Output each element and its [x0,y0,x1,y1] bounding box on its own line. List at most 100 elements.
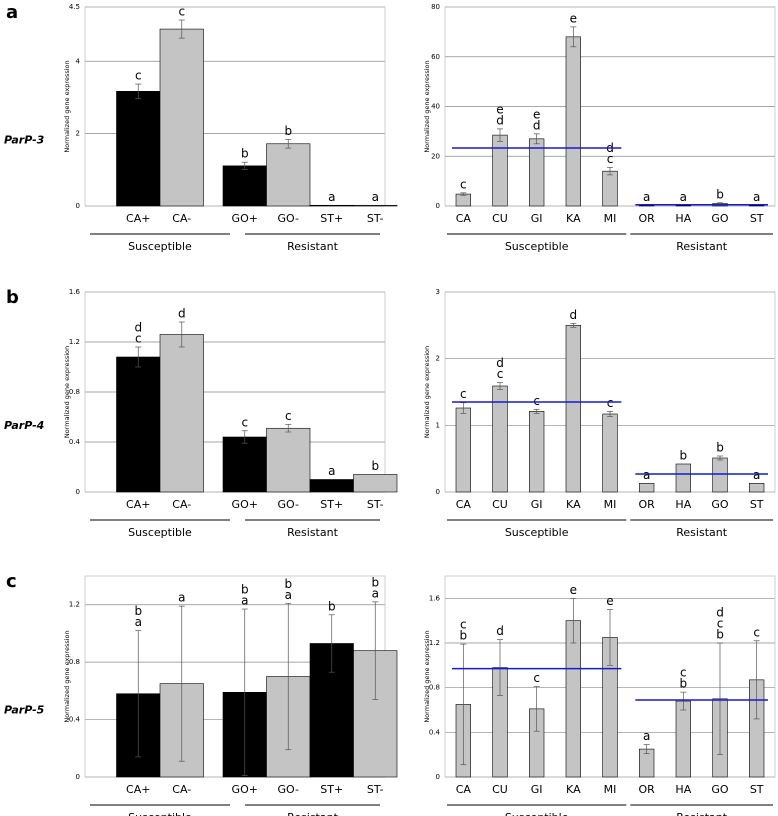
x-tick-label: GI [531,212,543,225]
y-axis-label: Normalized gene expression [63,346,71,438]
x-tick-label: CA+ [126,498,150,511]
x-tick-label: CA [456,212,472,225]
gene-label: ParP-3 [4,133,45,146]
significance-letter: c [607,152,614,166]
significance-letter: c [460,387,467,401]
significance-letter: d [716,606,724,620]
group-label: Resistant [676,240,727,253]
bar [675,700,691,778]
significance-letter: b [284,577,292,591]
y-tick-label: 4.5 [69,3,80,11]
x-tick-label: CA- [172,498,191,511]
x-tick-label: CA- [172,212,191,225]
significance-letter: b [680,677,688,691]
y-tick-label: 1.6 [429,594,441,602]
significance-letter: a [753,468,760,482]
bar [565,620,581,778]
y-tick-label: 2 [76,130,80,138]
x-tick-label: MI [604,783,617,796]
y-tick-label: 0.4 [69,716,81,724]
y-axis-label: Normalized gene expression [63,60,71,152]
significance-letter: c [680,666,687,680]
significance-letter: a [643,190,650,204]
bar [602,170,618,207]
y-tick-label: 1.2 [69,601,80,609]
y-tick-label: 0 [76,773,80,781]
y-tick-label: 0 [436,488,440,496]
x-tick-label: MI [604,212,617,225]
bar [159,28,204,207]
y-axis-label: Normalized gene expression [423,60,431,152]
y-tick-label: 0 [436,202,440,210]
y-tick-label: 2 [436,355,440,363]
x-tick-label: HA [675,783,691,796]
gene-label: ParP-4 [4,419,44,432]
bar [266,143,311,207]
bar [266,427,311,493]
significance-letter: b [680,449,688,463]
x-tick-label: GI [531,783,543,796]
significance-letter: c [497,367,504,381]
bar [712,457,728,493]
significance-letter: c [460,618,467,632]
bar [116,356,161,493]
significance-letter: c [135,69,142,83]
x-tick-label: GO- [278,783,299,796]
y-axis-label: Normalized gene expression [423,630,431,722]
significance-letter: d [496,356,504,370]
y-axis-label: Normalized gene expression [63,630,71,722]
y-tick-label: 0 [76,202,80,210]
bar [639,483,655,493]
x-tick-label: GI [531,498,543,511]
x-tick-label: ST- [367,498,384,511]
bar [309,204,354,207]
group-label: Susceptible [505,240,569,253]
significance-letter: c [460,177,467,191]
x-tick-label: ST+ [320,783,343,796]
significance-letter: a [643,468,650,482]
x-tick-label: KA [566,212,581,225]
significance-letter: b [284,124,292,138]
significance-letter: a [135,615,142,629]
significance-letter: b [716,628,724,642]
x-tick-label: GO- [278,212,299,225]
bar [353,474,398,493]
y-tick-label: 1.2 [69,338,80,346]
significance-letter: c [178,5,185,19]
significance-letter: b [241,583,249,597]
bar [602,413,618,493]
group-label: Susceptible [128,526,192,539]
bar [353,204,398,207]
significance-letter: c [533,671,540,685]
y-axis-label: Normalized gene expression [423,346,431,438]
x-tick-label: ST+ [320,212,343,225]
significance-letter: d [134,321,142,335]
y-tick-label: 0.8 [69,658,80,666]
bar [116,91,161,207]
significance-letter: e [570,11,577,25]
gene-label: ParP-5 [4,704,45,717]
group-label: Susceptible [128,811,192,816]
significance-letter: c [285,409,292,423]
x-tick-label: GO+ [232,783,258,796]
significance-letter: b [716,187,724,201]
x-tick-label: KA [566,783,581,796]
y-tick-label: 1.6 [69,288,81,296]
x-tick-label: OR [639,498,656,511]
y-tick-label: 0 [76,488,80,496]
significance-letter: a [680,190,687,204]
significance-letter: a [372,190,379,204]
significance-letter: c [607,396,614,410]
panel-label: a [6,2,18,23]
significance-letter: d [178,307,186,321]
bar [675,463,691,493]
y-tick-label: 0.4 [69,438,81,446]
y-tick-label: 80 [431,3,440,11]
significance-letter: a [372,586,379,600]
bar [529,138,545,207]
x-tick-label: GO+ [232,212,258,225]
x-tick-label: CA [456,783,472,796]
x-tick-label: HA [675,498,691,511]
significance-letter: a [241,594,248,608]
